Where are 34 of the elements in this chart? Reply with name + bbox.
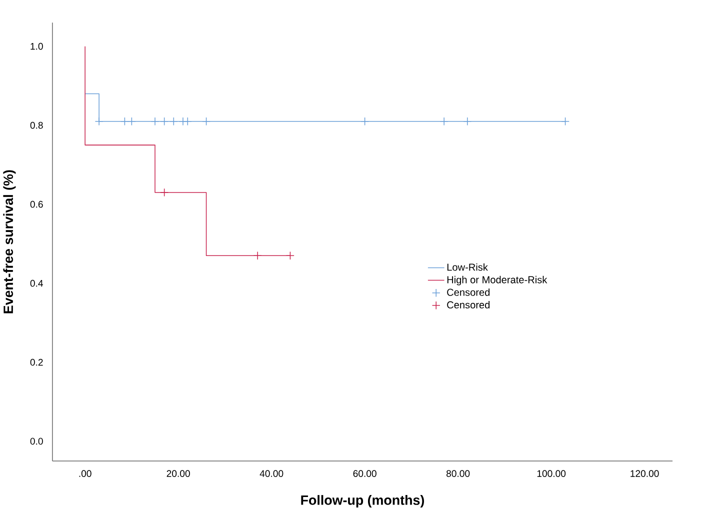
point (202, 117, 211, 126)
point (169, 117, 178, 126)
x-tick-label: 60.00 (353, 470, 376, 478)
legend-label: Censored (447, 301, 490, 309)
y-tick-label: 0.2 (30, 359, 43, 366)
y-tick-label: 1.0 (30, 43, 43, 50)
point (253, 252, 262, 260)
y-tick-label: 0.4 (30, 280, 43, 287)
x-tick-label: 80.00 (446, 470, 470, 478)
y-tick-label: 0.0 (30, 438, 43, 445)
point (463, 117, 472, 126)
y-tick-label: 0.6 (30, 201, 43, 208)
point (360, 117, 370, 126)
y-axis-title: Event-free survival (%) (3, 170, 16, 314)
point (120, 117, 129, 126)
point (160, 188, 169, 197)
point (561, 117, 570, 126)
point (160, 117, 169, 126)
legend-label: Censored (447, 288, 490, 296)
x-tick-label: 40.00 (260, 470, 284, 478)
legend-label: High or Moderate-Risk (447, 276, 548, 286)
x-tick-label: 20.00 (166, 470, 190, 478)
point (150, 117, 160, 126)
point (440, 117, 448, 126)
point (94, 117, 104, 126)
x-tick-label: 120.00 (630, 470, 659, 478)
legend-label: Low-Risk (447, 264, 488, 271)
point (183, 117, 192, 126)
x-tick-label: .00 (79, 470, 92, 478)
point (127, 117, 136, 126)
x-tick-label: 100.00 (537, 470, 566, 478)
point (286, 252, 294, 260)
y-tick-label: 0.8 (30, 122, 43, 129)
x-axis-title: Follow-up (months) (301, 495, 424, 508)
